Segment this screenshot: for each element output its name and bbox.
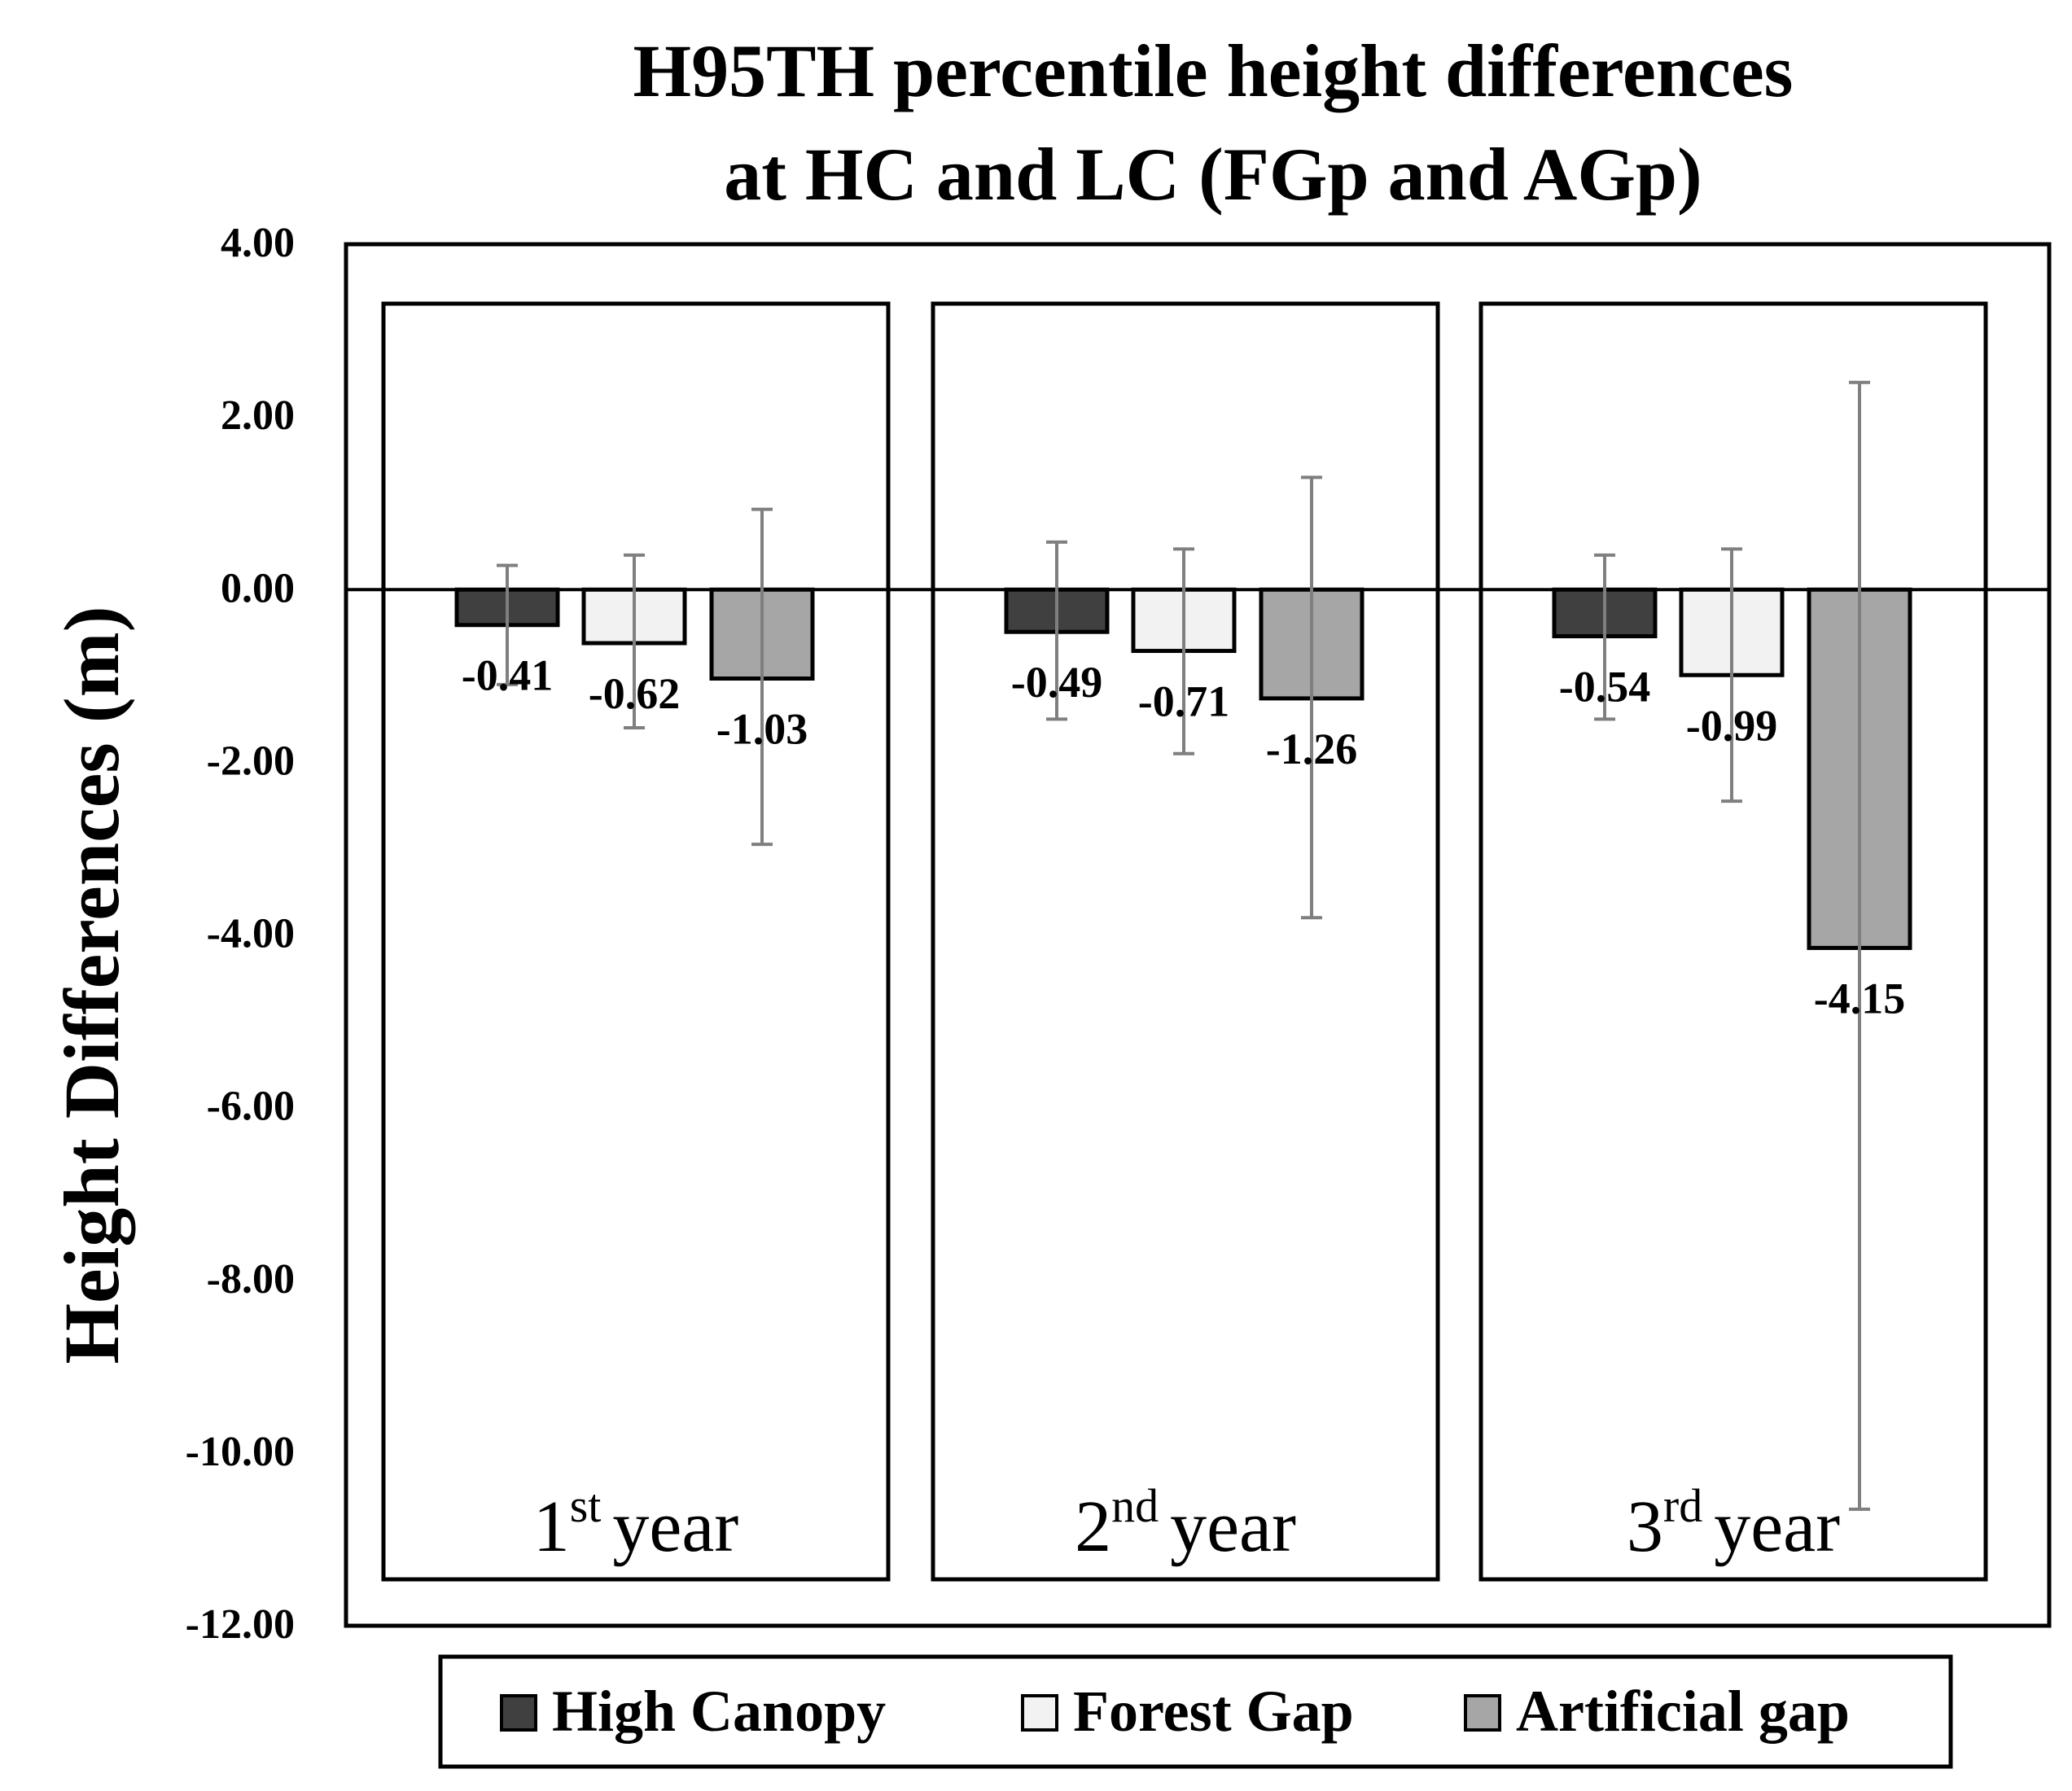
year-number: 3 — [1627, 1487, 1663, 1567]
year-ordinal-suffix: st — [570, 1479, 602, 1532]
year-word: year — [1714, 1487, 1840, 1567]
y-tick-label: -12.00 — [186, 1601, 295, 1648]
y-tick-label: -6.00 — [207, 1084, 295, 1130]
y-tick-label: 4.00 — [221, 220, 295, 266]
year-ordinal-suffix: rd — [1663, 1479, 1702, 1532]
plot-area-frame — [344, 242, 2052, 1628]
legend-swatch — [1021, 1694, 1058, 1732]
legend-label: High Canopy — [552, 1679, 886, 1744]
year-number: 2 — [1075, 1487, 1111, 1567]
data-label: -1.03 — [716, 704, 808, 753]
data-label: -4.15 — [1814, 974, 1905, 1022]
year-panel-label: 2nd year — [1075, 1479, 1296, 1567]
legend-label: Forest Gap — [1073, 1679, 1354, 1744]
y-tick-label: -10.00 — [186, 1429, 295, 1475]
data-label: -1.26 — [1266, 725, 1357, 773]
legend-box — [438, 1654, 1953, 1769]
y-tick-label: -4.00 — [207, 911, 295, 957]
chart-title-line-2: at HC and LC (FGp and AGp) — [724, 133, 1702, 216]
y-tick-label: 2.00 — [221, 392, 295, 439]
year-panel-label: 3rd year — [1627, 1479, 1840, 1567]
y-tick-label: -8.00 — [207, 1256, 295, 1303]
data-label: -0.99 — [1686, 701, 1777, 750]
data-label: -0.54 — [1559, 663, 1650, 712]
data-label: -0.49 — [1011, 658, 1102, 707]
data-label: -0.71 — [1138, 677, 1229, 726]
y-tick-label: -2.00 — [207, 738, 295, 784]
year-word: year — [612, 1487, 738, 1567]
legend-label: Artificial gap — [1516, 1679, 1850, 1744]
data-label: -0.62 — [589, 669, 680, 718]
year-ordinal-suffix: nd — [1111, 1479, 1159, 1532]
y-axis-label: Height Differences (m) — [48, 606, 135, 1364]
year-panel-label: 1st year — [533, 1479, 739, 1567]
legend-swatch — [1464, 1694, 1501, 1732]
chart-title-line-1: H95TH percentile height differences — [633, 29, 1794, 112]
year-panel — [931, 301, 1440, 1582]
legend-swatch — [500, 1694, 537, 1732]
year-number: 1 — [533, 1487, 570, 1567]
data-label: -0.41 — [462, 651, 553, 700]
year-panel — [381, 301, 891, 1582]
y-tick-label: 0.00 — [221, 565, 295, 611]
year-word: year — [1170, 1487, 1296, 1567]
